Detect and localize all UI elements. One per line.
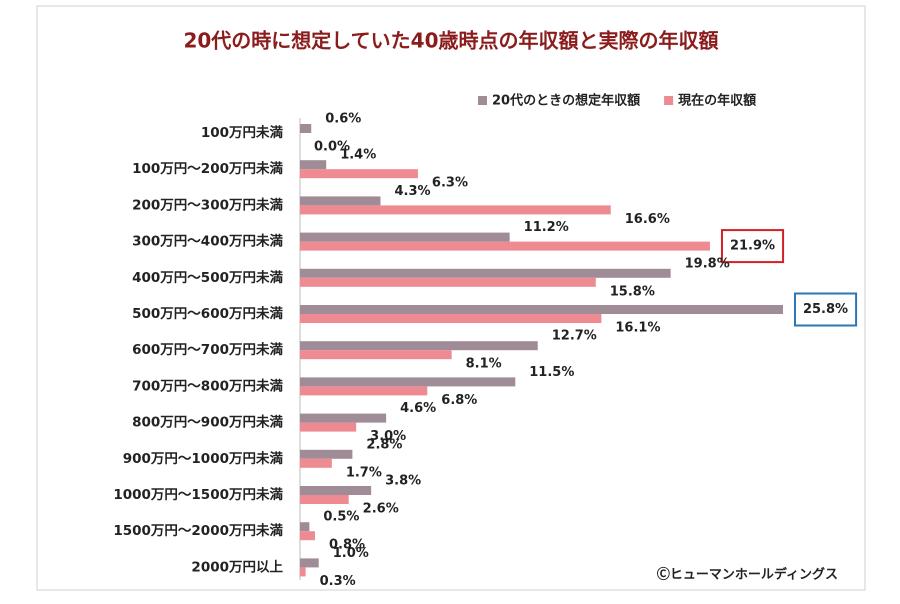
value-label: 11.2% xyxy=(524,220,569,235)
value-label: 6.8% xyxy=(441,393,477,408)
value-label: 25.8% xyxy=(803,302,848,317)
value-label: 0.5% xyxy=(323,510,359,525)
bar xyxy=(300,449,353,459)
frame xyxy=(36,5,866,591)
bar xyxy=(300,486,372,495)
highlight-box xyxy=(720,229,785,264)
bar xyxy=(300,277,596,287)
value-label: 3.8% xyxy=(385,474,421,489)
category-label: 800万円～900万円未満 xyxy=(132,414,283,431)
category-label: 400万円～500万円未満 xyxy=(132,269,283,286)
category-label: 100万円～200万円未満 xyxy=(132,160,283,177)
highlight-box xyxy=(793,292,858,327)
chart-title: 20代の時に想定していた40歳時点の年収額と実際の年収額 xyxy=(183,29,718,53)
bar xyxy=(300,341,538,351)
value-label: 4.6% xyxy=(400,401,436,416)
value-label: 0.0% xyxy=(314,140,350,155)
bar xyxy=(300,232,510,242)
value-label: 1.0% xyxy=(333,546,369,561)
value-label: 8.1% xyxy=(466,357,502,372)
bar xyxy=(300,458,332,468)
bar xyxy=(300,377,516,387)
bar xyxy=(300,413,387,423)
bar xyxy=(300,314,602,323)
bar xyxy=(300,160,327,170)
value-label: 2.6% xyxy=(363,502,399,517)
bar xyxy=(300,124,312,133)
bar xyxy=(300,567,306,577)
value-label: 16.6% xyxy=(625,212,670,227)
category-label: 200万円～300万円未満 xyxy=(132,196,283,213)
legend-label: 20代のときの想定年収額 xyxy=(492,93,640,109)
value-label: 15.8% xyxy=(610,284,655,299)
bar xyxy=(300,241,710,251)
legend-swatch xyxy=(664,96,674,105)
value-label: 16.1% xyxy=(615,321,660,336)
value-label: 11.5% xyxy=(529,365,574,380)
bar xyxy=(300,386,428,396)
category-label: 700万円～800万円未満 xyxy=(132,377,283,394)
value-label: 1.7% xyxy=(346,465,382,480)
value-label: 0.3% xyxy=(320,574,356,589)
category-label: 100万円未満 xyxy=(201,124,284,141)
category-label: 1000万円～1500万円未満 xyxy=(113,486,283,503)
source: Ⓒヒューマンホールディングス xyxy=(657,567,838,583)
bar xyxy=(300,522,310,532)
bar xyxy=(300,169,418,179)
bar xyxy=(300,205,611,215)
category-label: 600万円～700万円未満 xyxy=(132,341,283,358)
value-label: 12.7% xyxy=(552,329,597,344)
legend-swatch xyxy=(478,96,487,105)
bar xyxy=(300,495,349,504)
value-label: 3.0% xyxy=(370,429,406,444)
value-label: 19.8% xyxy=(685,256,730,271)
value-label: 6.3% xyxy=(432,176,468,191)
value-label: 0.8% xyxy=(329,538,365,553)
bar xyxy=(300,531,315,541)
bar xyxy=(300,558,319,568)
category-label: 500万円～600万円未満 xyxy=(132,305,283,322)
bar xyxy=(300,196,381,206)
value-label: 4.3% xyxy=(394,184,430,199)
bar xyxy=(300,350,452,360)
value-label: 21.9% xyxy=(730,239,775,254)
bar xyxy=(300,305,783,314)
bar xyxy=(300,268,671,278)
category-label: 300万円～400万円未満 xyxy=(132,233,283,250)
category-label: 1500万円～2000万円未満 xyxy=(113,522,283,539)
category-label: 900万円～1000万円未満 xyxy=(123,450,284,467)
value-label: 1.4% xyxy=(340,148,376,163)
bar xyxy=(300,422,357,432)
legend-label: 現在の年収額 xyxy=(678,93,756,109)
value-label: 2.8% xyxy=(366,437,402,452)
value-label: 0.6% xyxy=(325,112,361,127)
category-label: 2000万円以上 xyxy=(191,559,283,575)
